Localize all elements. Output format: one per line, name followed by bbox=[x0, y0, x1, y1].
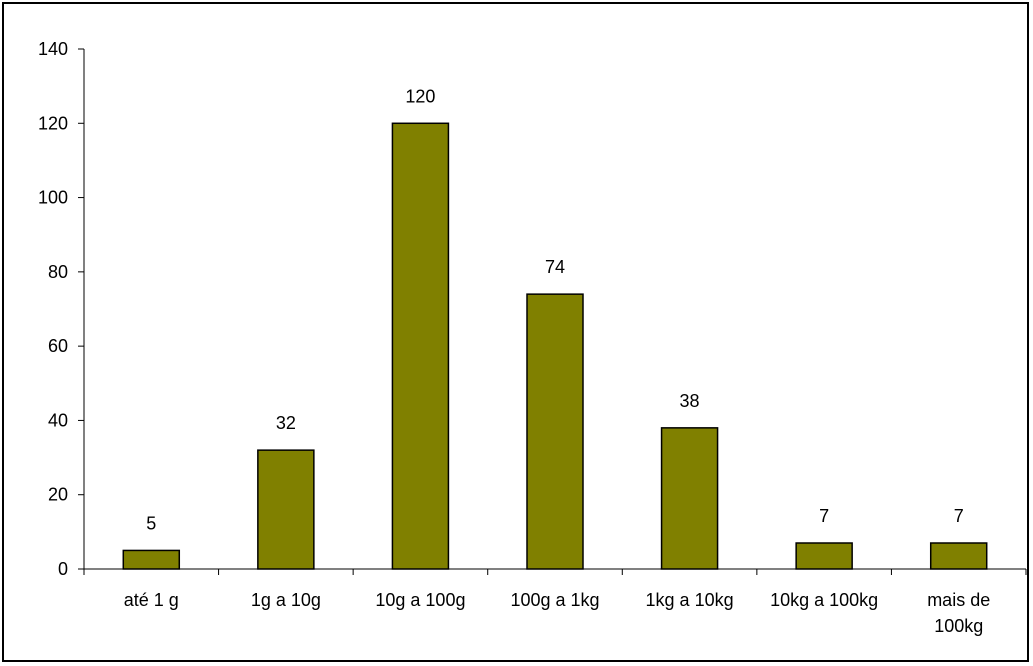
y-tick-label: 60 bbox=[48, 336, 68, 356]
y-tick-label: 140 bbox=[38, 39, 68, 59]
x-tick-label: 1kg a 10kg bbox=[646, 590, 734, 610]
y-tick-label: 120 bbox=[38, 113, 68, 133]
x-tick-label: 10g a 100g bbox=[375, 590, 465, 610]
x-tick-label: até 1 g bbox=[124, 590, 179, 610]
bar bbox=[122, 549, 181, 570]
x-tick-label: 100g a 1kg bbox=[510, 590, 599, 610]
bar bbox=[391, 122, 450, 570]
y-tick-label: 20 bbox=[48, 485, 68, 505]
bar bbox=[795, 542, 853, 570]
y-tick-label: 80 bbox=[48, 262, 68, 282]
bar bbox=[526, 293, 584, 570]
data-label: 5 bbox=[146, 513, 156, 533]
y-tick-label: 40 bbox=[48, 410, 68, 430]
data-labels: 5 32 120 74 38 7 7 bbox=[146, 86, 963, 533]
data-label: 120 bbox=[405, 86, 435, 106]
x-tick-label: 10kg a 100kg bbox=[770, 590, 878, 610]
bar bbox=[660, 427, 719, 570]
data-label: 7 bbox=[819, 506, 829, 526]
bar bbox=[929, 542, 988, 570]
data-label: 7 bbox=[954, 506, 964, 526]
axes: 0 20 40 60 80 100 120 140 até 1 g 1g a 10g 10g a 1… bbox=[38, 39, 1027, 636]
x-tick-label: 100kg bbox=[934, 616, 983, 636]
x-tick-label: mais de bbox=[927, 590, 990, 610]
data-label: 32 bbox=[276, 413, 296, 433]
y-tick-label: 0 bbox=[58, 559, 68, 579]
y-tick-label: 100 bbox=[38, 188, 68, 208]
data-label: 38 bbox=[680, 391, 700, 411]
x-tick-label: 1g a 10g bbox=[251, 590, 321, 610]
bars bbox=[122, 122, 988, 570]
data-label: 74 bbox=[545, 257, 565, 277]
bar bbox=[257, 449, 315, 570]
